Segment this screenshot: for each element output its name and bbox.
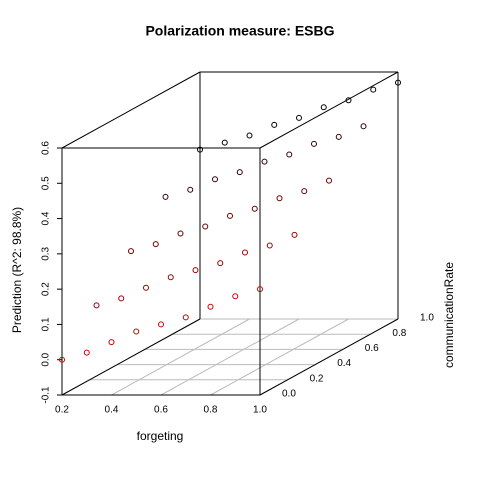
x-tick-label: 0.4 xyxy=(105,405,119,416)
box-edge xyxy=(259,71,399,149)
point xyxy=(261,158,268,165)
point xyxy=(143,284,149,291)
z-tick-label: 0.4 xyxy=(41,211,52,225)
z-tick-label: 0.1 xyxy=(41,317,52,331)
point xyxy=(242,249,248,256)
point xyxy=(162,193,169,200)
grid-line xyxy=(160,318,300,396)
point xyxy=(118,295,125,302)
z-tick-label: 0.2 xyxy=(41,282,52,296)
box-edge xyxy=(259,318,399,396)
point xyxy=(291,231,298,238)
grid-line xyxy=(210,318,349,396)
y-tick-label: 0.0 xyxy=(282,389,296,400)
point xyxy=(326,177,332,184)
point xyxy=(182,314,189,321)
z-tick-label: -0.1 xyxy=(41,386,52,404)
x-tick-label: 0.8 xyxy=(204,405,218,416)
point xyxy=(286,151,293,158)
z-tick-label: 0.3 xyxy=(41,246,52,260)
point xyxy=(187,186,194,193)
x-tick-label: 1.0 xyxy=(253,405,267,416)
point xyxy=(266,242,273,249)
grid-line xyxy=(111,318,250,396)
x-tick-label: 0.6 xyxy=(154,405,168,416)
z-tick-label: 0.5 xyxy=(41,176,52,190)
point xyxy=(301,188,308,195)
point xyxy=(207,303,214,310)
point xyxy=(236,169,243,176)
box-edge xyxy=(61,71,201,149)
point xyxy=(246,132,253,139)
point xyxy=(133,328,140,335)
point xyxy=(83,349,90,356)
point xyxy=(271,121,278,128)
box-edge xyxy=(61,318,201,396)
point xyxy=(158,321,164,328)
y-tick-label: 0.2 xyxy=(310,373,324,384)
point xyxy=(320,104,327,111)
point xyxy=(276,195,283,202)
y-tick-label: 0.4 xyxy=(337,358,351,369)
point xyxy=(311,140,317,147)
chart-title: Polarization measure: ESBG xyxy=(145,23,334,39)
point xyxy=(192,267,199,274)
y-axis-title: communicationRate xyxy=(442,262,456,368)
point xyxy=(59,356,65,363)
point xyxy=(152,241,159,248)
point xyxy=(395,79,401,86)
y-tick-label: 1.0 xyxy=(420,313,434,324)
y-tick-label: 0.8 xyxy=(392,328,406,339)
point xyxy=(197,146,203,153)
point xyxy=(257,286,263,293)
point xyxy=(251,205,258,212)
x-axis-title: forgeting xyxy=(137,429,184,443)
y-tick-label: 0.6 xyxy=(365,343,379,354)
z-tick-label: 0.6 xyxy=(41,141,52,155)
point xyxy=(212,176,218,183)
z-axis-title: Prediction (R^2: 98.8%) xyxy=(10,207,24,333)
point xyxy=(93,302,100,309)
point xyxy=(202,223,209,230)
point xyxy=(232,293,239,300)
point xyxy=(128,248,134,255)
point xyxy=(227,212,233,219)
x-tick-label: 0.2 xyxy=(55,405,69,416)
point xyxy=(360,123,367,130)
point xyxy=(221,139,228,146)
point xyxy=(345,97,352,104)
point xyxy=(108,339,115,346)
z-tick-label: 0.0 xyxy=(41,352,52,366)
point xyxy=(167,274,174,281)
point xyxy=(217,260,224,267)
point xyxy=(370,86,377,93)
point xyxy=(296,114,302,121)
point xyxy=(335,133,342,140)
point xyxy=(177,230,184,237)
